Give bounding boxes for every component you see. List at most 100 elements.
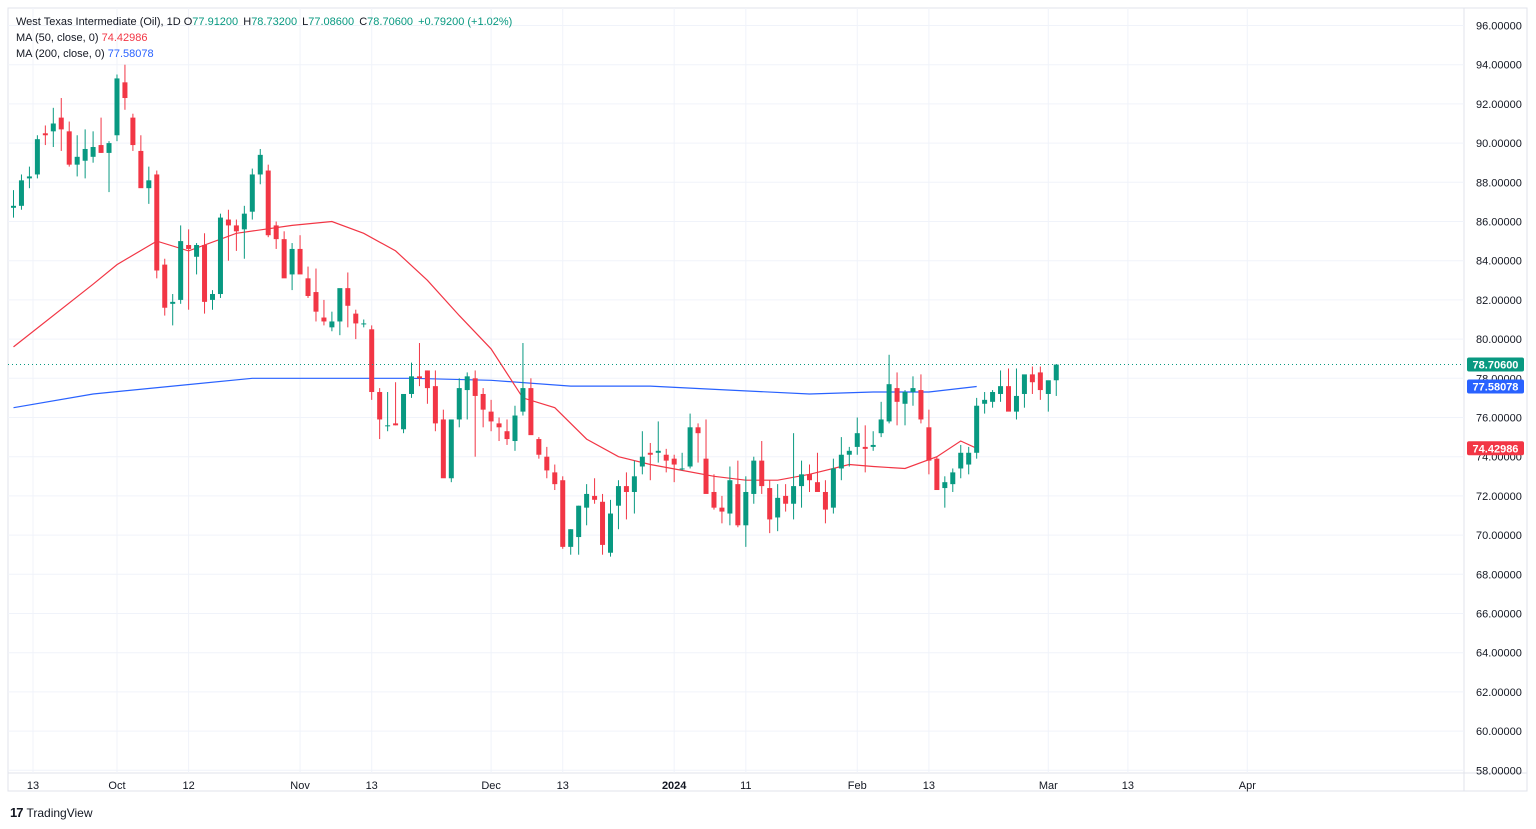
candle-body (345, 288, 351, 306)
candle (512, 405, 518, 451)
candle (281, 231, 287, 279)
candle-body (74, 156, 80, 165)
candle (202, 233, 208, 314)
candle (711, 474, 717, 510)
candle-body (695, 427, 701, 434)
candle-body (138, 150, 144, 189)
candle (241, 205, 247, 259)
candle (162, 258, 168, 316)
candle (114, 74, 120, 142)
candle-body (377, 392, 383, 420)
legend-change: +0.79200 (+1.02%) (418, 16, 513, 28)
candle (1045, 380, 1051, 412)
candle-body (711, 491, 717, 508)
candle (647, 442, 653, 481)
candle (504, 419, 510, 445)
candle-body (1037, 372, 1043, 391)
candle (679, 452, 685, 471)
candle (608, 499, 613, 557)
candle (194, 243, 200, 275)
price-tags: 78.70600 77.58078 74.42986 (1467, 357, 1524, 456)
candle-body (353, 313, 359, 324)
candle (377, 388, 383, 440)
candle-body (814, 482, 820, 492)
candle-body (210, 294, 215, 300)
x-tick-label: Apr (1239, 780, 1256, 792)
candle-body (114, 78, 120, 136)
candle-body (878, 419, 884, 434)
candle (321, 299, 327, 326)
candle-body (11, 205, 16, 208)
candle (313, 268, 319, 322)
candle (122, 64, 128, 110)
candle-body (751, 460, 757, 494)
candle (799, 460, 805, 508)
ma50-tag-bg (1467, 441, 1524, 456)
candle-body (456, 388, 462, 420)
candle (671, 454, 677, 483)
candle-body (870, 444, 876, 447)
legend-low-label: L (302, 16, 309, 28)
candle-body (703, 458, 709, 494)
tradingview-logo[interactable]: 17 TradingView (10, 805, 93, 820)
candle (74, 135, 80, 177)
candle-body (631, 476, 637, 492)
legend-ma200-row[interactable]: MA (200, close, 0) 77.58078 (16, 46, 512, 62)
candle (50, 107, 56, 148)
candle-body (82, 148, 88, 161)
candle-body (854, 433, 860, 447)
candle (329, 311, 335, 332)
candle-body (50, 123, 56, 132)
candle (170, 294, 176, 326)
candle-body (934, 458, 940, 491)
candle (297, 235, 303, 275)
candle-body (910, 388, 916, 393)
candle (751, 456, 757, 504)
y-tick-label: 80.00000 (1476, 334, 1522, 346)
candle-body (663, 454, 669, 461)
x-tick-label: 13 (923, 780, 935, 792)
x-axis: 13 Oct 12 Nov 13 Dec 13 2024 11 Feb 13 Mar 13 Apr (27, 780, 1256, 792)
candle (480, 388, 486, 428)
y-tick-label: 96.00000 (1476, 21, 1522, 33)
candle (488, 399, 494, 432)
candle-body (504, 431, 510, 440)
candle-body (528, 388, 534, 436)
candle-body (830, 468, 836, 508)
y-tick-label: 64.00000 (1476, 648, 1522, 660)
x-tick-label: Mar (1039, 780, 1058, 792)
candle (878, 401, 884, 438)
candle (337, 288, 343, 336)
candle-body (265, 170, 271, 236)
legend-ma50-row[interactable]: MA (50, close, 0) 74.42986 (16, 30, 512, 46)
tradingview-logo-icon: 17 (10, 805, 24, 820)
candle-body (990, 392, 996, 402)
y-tick-label: 62.00000 (1476, 687, 1522, 699)
candle-body (560, 480, 566, 547)
candle (401, 393, 407, 434)
candle (536, 437, 542, 459)
candle (34, 135, 40, 179)
candle-body (130, 117, 136, 146)
candle-body (655, 450, 661, 453)
candle-body (592, 495, 598, 500)
y-tick-label: 94.00000 (1476, 60, 1522, 72)
candle-body (647, 452, 653, 455)
candle-body (42, 133, 48, 136)
candle-body (1053, 364, 1059, 381)
y-tick-label: 88.00000 (1476, 177, 1522, 189)
candle (838, 437, 844, 481)
candle-body (974, 405, 980, 453)
ma200-tag-label: 77.58078 (1473, 382, 1519, 394)
y-tick-label: 90.00000 (1476, 138, 1522, 150)
candle-body (608, 513, 613, 553)
candle (576, 505, 582, 555)
candle (456, 378, 462, 428)
candle-body (257, 154, 263, 175)
candle (807, 464, 812, 492)
x-tick-label: 12 (182, 780, 194, 792)
candle (727, 466, 733, 526)
candle (910, 376, 916, 406)
candle-body (520, 388, 526, 412)
